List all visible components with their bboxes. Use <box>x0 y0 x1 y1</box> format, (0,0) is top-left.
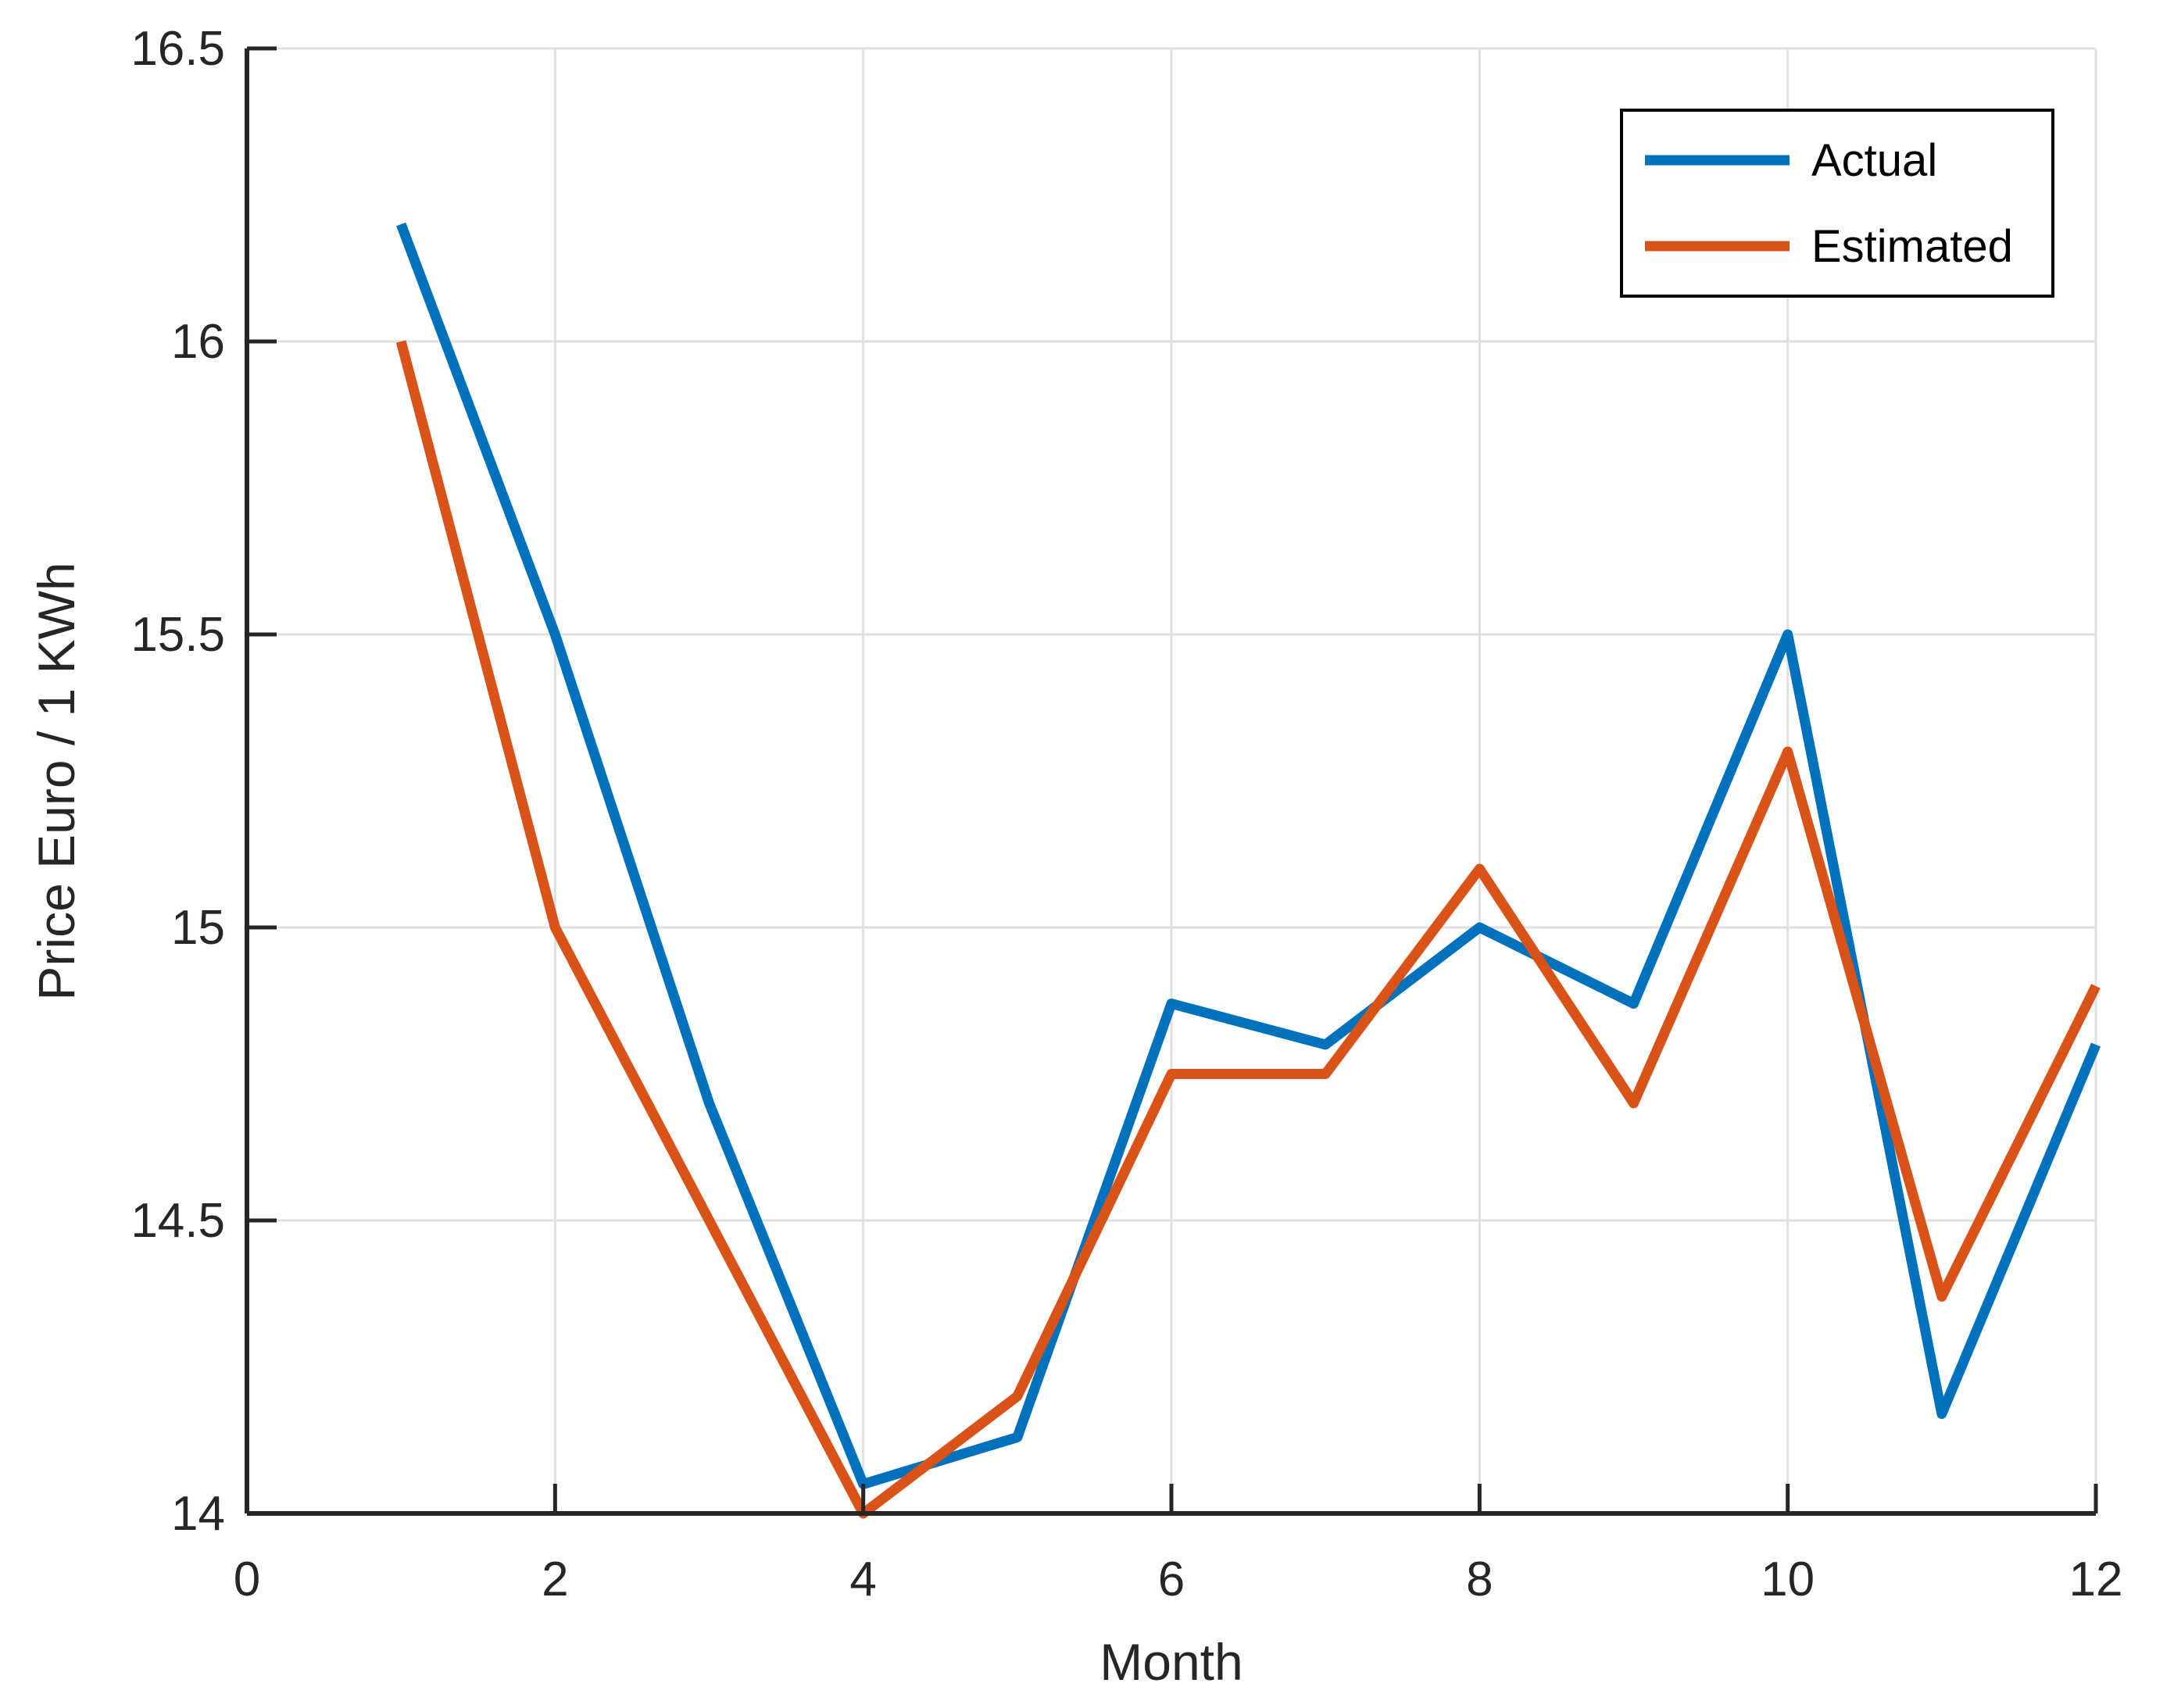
y-tick-label: 14.5 <box>131 1194 225 1248</box>
series-line-actual <box>396 222 2101 1489</box>
legend-label-actual: Actual <box>1811 135 1937 186</box>
x-tick-label: 8 <box>1466 1553 1493 1606</box>
x-tick-label: 6 <box>1158 1553 1185 1606</box>
legend-box <box>1620 109 2054 298</box>
gridlines <box>247 47 2097 1513</box>
x-tick-label: 0 <box>234 1553 260 1606</box>
series-lines <box>395 222 2101 1519</box>
y-tick-label: 14 <box>171 1487 225 1541</box>
legend-label-estimated: Estimated <box>1811 221 2013 272</box>
x-tick-label: 4 <box>849 1553 876 1606</box>
y-axis-label: Price Euro / 1 KWh <box>27 562 85 1000</box>
x-tick-label: 2 <box>542 1553 568 1606</box>
x-tick-label: 12 <box>2069 1553 2123 1606</box>
legend: Actual Estimated <box>1620 109 2054 298</box>
tick-labels: 0 2 4 6 8 10 12 14 14.5 15 15.5 16 16.5 <box>131 22 2122 1606</box>
axes <box>245 46 2098 1516</box>
y-tick-label: 16 <box>171 315 225 369</box>
x-tick-label: 10 <box>1761 1553 1815 1606</box>
x-axis-label: Month <box>1100 1633 1243 1691</box>
y-tick-label: 16.5 <box>131 22 225 76</box>
y-tick-label: 15 <box>171 901 225 955</box>
y-tick-label: 15.5 <box>131 608 225 662</box>
series-line-estimated <box>395 340 2101 1519</box>
